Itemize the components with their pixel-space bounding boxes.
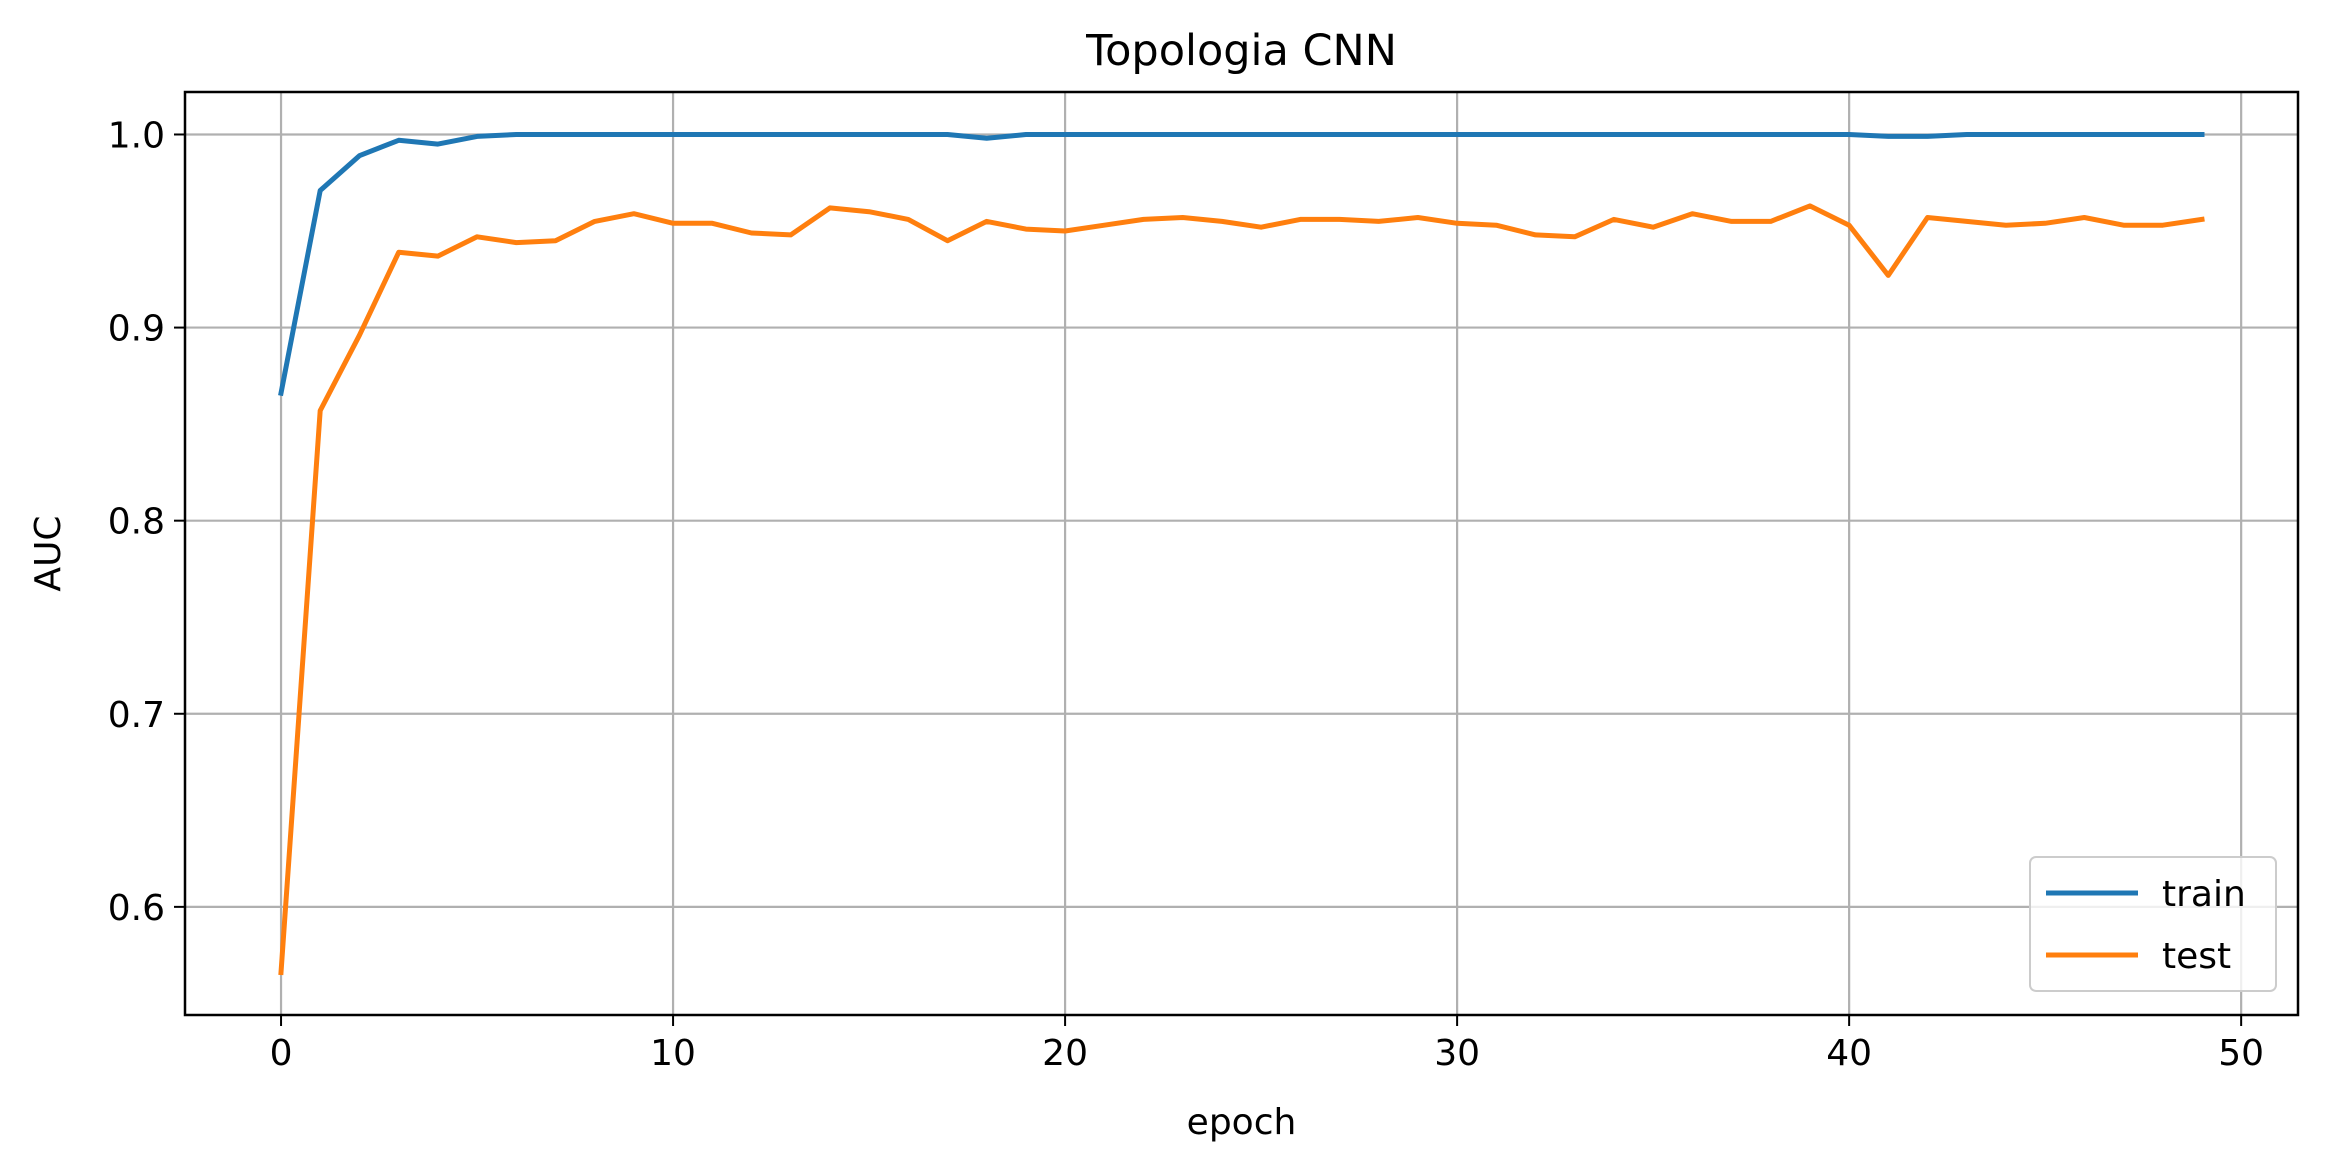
series-line-train — [278, 132, 2205, 397]
y-tick-label: 0.6 — [108, 888, 165, 929]
ticks: 0 10 20 30 40 50 0.6 0.7 0.8 0.9 1.0 — [108, 115, 2264, 1074]
x-tick-label: 20 — [1042, 1033, 1088, 1074]
x-tick-label: 40 — [1826, 1033, 1872, 1074]
y-tick-label: 0.9 — [108, 309, 165, 350]
x-tick-label: 0 — [270, 1033, 293, 1074]
plot-frame — [183, 90, 2300, 1017]
series-lines — [278, 132, 2205, 976]
chart-title: Topologia CNN — [1085, 26, 1397, 76]
x-tick-label: 10 — [650, 1033, 696, 1074]
y-axis-label: AUC — [28, 515, 69, 591]
x-axis-label: epoch — [1187, 1102, 1297, 1143]
series-line-test — [278, 203, 2205, 976]
x-tick-label: 30 — [1434, 1033, 1480, 1074]
legend: train test — [2029, 856, 2277, 992]
y-tick-label: 0.7 — [108, 695, 165, 736]
x-tick-label: 50 — [2218, 1033, 2264, 1074]
y-tick-label: 0.8 — [108, 502, 165, 543]
legend-label-train: train — [2162, 874, 2246, 915]
y-tick-label: 1.0 — [108, 115, 165, 156]
legend-label-test: test — [2162, 936, 2231, 977]
